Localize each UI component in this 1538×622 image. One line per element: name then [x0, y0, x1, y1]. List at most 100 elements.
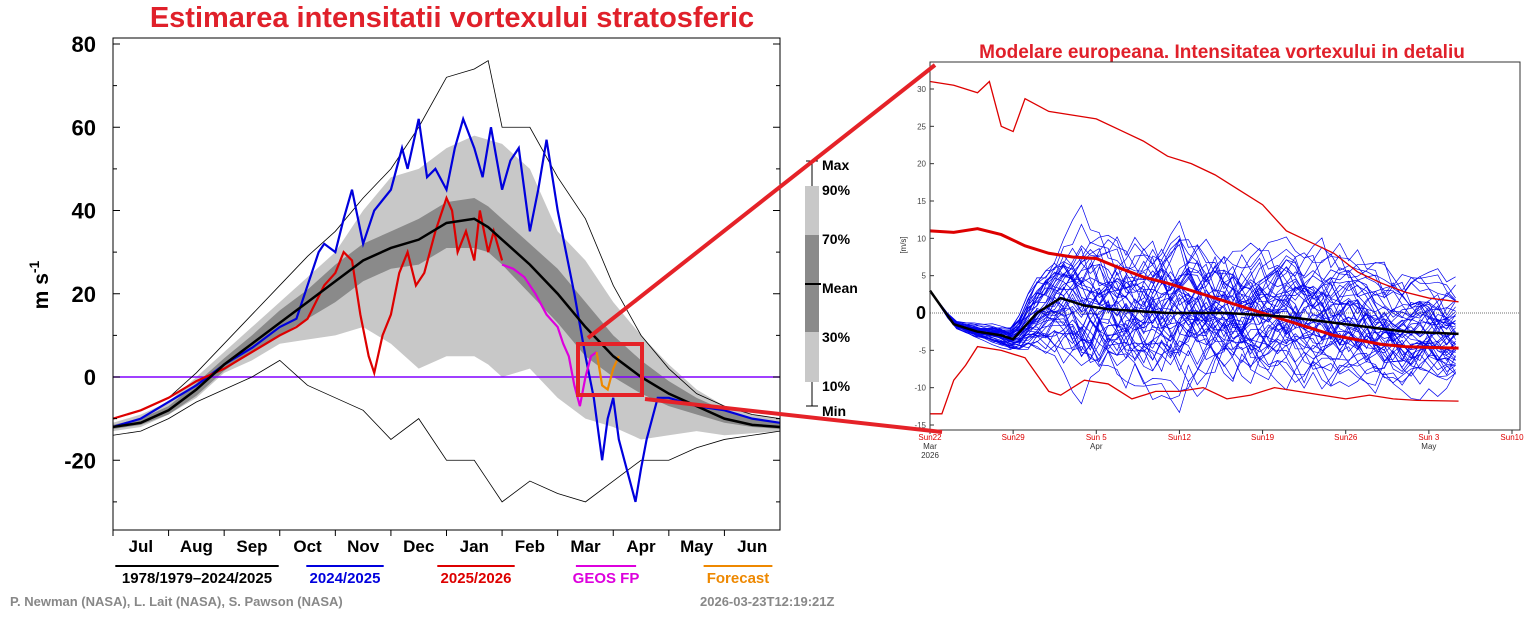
- legend-label: GEOS FP: [573, 570, 640, 587]
- legend: 1978/1979–2024/2025 2024/2025 2025/2026 GEO…: [115, 565, 773, 587]
- y-tick-label: 0: [84, 365, 96, 390]
- x-tick-label: Jun: [737, 537, 767, 556]
- key-label-p90: 90%: [822, 182, 851, 198]
- series-line-2025-2026: [112, 194, 504, 420]
- legend-label: 2024/2025: [310, 570, 381, 587]
- credits-timestamp: 2026-03-23T12:19:21Z: [700, 594, 834, 609]
- ensemble-member-line: [929, 223, 1456, 330]
- ensemble-member-line: [929, 290, 1456, 371]
- legend-label: Forecast: [707, 570, 770, 587]
- x-tick-label: Dec: [403, 537, 434, 556]
- ensemble-member-line: [929, 276, 1456, 352]
- y-tick-label: 80: [72, 32, 96, 57]
- zoom-connector-top: [586, 63, 937, 340]
- series-lines: [112, 60, 781, 503]
- y-tick-label: 15: [917, 197, 926, 206]
- y-tick-label: -20: [64, 448, 96, 473]
- y-axis-label: [m/s]: [899, 236, 908, 253]
- y-axis-label: m s-1: [26, 260, 53, 309]
- svg-text:m s-1: m s-1: [26, 260, 53, 309]
- key-label-min: Min: [822, 403, 846, 419]
- series-lines: [928, 80, 1459, 415]
- ensemble-member-line: [929, 290, 1456, 401]
- x-tick-label: Sun 5: [1086, 433, 1107, 442]
- x-tick-label: Feb: [515, 537, 545, 556]
- line-climate-max: [929, 80, 1459, 303]
- axis-ticks: 80 60 40 20 0 -20 Jul Aug Sep Oct Nov Dec Jan Feb Mar A…: [64, 32, 780, 556]
- y-tick-label: 60: [72, 115, 96, 140]
- x-tick-label: Apr: [626, 537, 656, 556]
- series-line-2024-2025: [112, 115, 781, 503]
- plot-frame: [929, 61, 1521, 431]
- x-tick-label: Aug: [180, 537, 213, 556]
- zero-label: 0: [916, 303, 926, 323]
- detail-chart-title: Modelare europeana. Intensitatea vortexu…: [979, 42, 1465, 63]
- max-line: [112, 60, 781, 420]
- ensemble-members: [929, 204, 1456, 414]
- x-tick-label: Sun26: [1334, 433, 1358, 442]
- y-tick-label: 10: [917, 234, 926, 243]
- y-tick-label: 40: [72, 199, 96, 224]
- line-climate-min: [930, 345, 1459, 415]
- x-tick-label: May: [680, 537, 714, 556]
- y-tick-label: -5: [919, 346, 927, 355]
- x-tick-label: Jul: [129, 537, 154, 556]
- x-tick-label: Sun22: [918, 433, 942, 442]
- key-label-max: Max: [822, 157, 849, 173]
- ensemble-member-line: [929, 289, 1456, 373]
- x-tick-label: Sun10: [1500, 433, 1524, 442]
- ensemble-member-line: [929, 290, 1456, 375]
- x-tick-label: Sun19: [1251, 433, 1275, 442]
- ensemble-member-line: [929, 204, 1456, 332]
- key-label-p30: 30%: [822, 329, 851, 345]
- key-label-p70: 70%: [822, 231, 851, 247]
- ensemble-member-line: [929, 290, 1456, 386]
- line-ensemble-mean: [928, 289, 1459, 341]
- x-tick-sublabel: May: [1421, 442, 1436, 451]
- y-tick-label: 25: [917, 122, 926, 131]
- x-tick-label: Jan: [460, 537, 489, 556]
- ensemble-member-line: [929, 257, 1456, 346]
- y-tick-label: -15: [914, 421, 926, 430]
- vortex-climatology-chart: 80 60 40 20 0 -20 Jul Aug Sep Oct Nov Dec Jan Feb Mar A…: [26, 2, 858, 587]
- series-line-forecast: [595, 351, 620, 392]
- key-label-mean: Mean: [822, 280, 858, 296]
- y-tick-label: 5: [922, 272, 927, 281]
- ensemble-member-line: [929, 290, 1456, 375]
- x-tick-label: Sun29: [1002, 433, 1026, 442]
- x-tick-label: Mar: [570, 537, 601, 556]
- chart-title: Estimarea intensitatii vortexului strato…: [150, 2, 754, 34]
- zoom-connector-bottom: [644, 397, 943, 434]
- ensemble-member-line: [929, 256, 1456, 342]
- band-key: Max 90% 70% Mean 30% 10% Min: [805, 157, 858, 419]
- x-tick-sublabel: Mar: [923, 442, 937, 451]
- percentile-bands: [113, 135, 780, 440]
- y-tick-label: 30: [917, 85, 926, 94]
- y-tick-label: -10: [914, 384, 926, 393]
- x-tick-sublabel: 2026: [921, 451, 939, 460]
- x-tick-sublabel: Apr: [1090, 442, 1103, 451]
- ensemble-member-line: [929, 290, 1456, 368]
- x-tick-label: Sep: [236, 537, 267, 556]
- credits-authors: P. Newman (NASA), L. Lait (NASA), S. Paw…: [10, 594, 343, 609]
- ensemble-member-line: [929, 267, 1456, 387]
- ensemble-member-line: [929, 290, 1456, 376]
- series-line-geos-fp: [501, 263, 598, 407]
- y-tick-label: 20: [72, 282, 96, 307]
- ensemble-member-line: [929, 269, 1456, 353]
- ensemble-member-line: [929, 236, 1456, 333]
- x-tick-label: Sun 3: [1418, 433, 1439, 442]
- legend-label: 2025/2026: [441, 570, 512, 587]
- x-tick-label: Nov: [347, 537, 380, 556]
- zoom-highlight-box: [576, 342, 644, 397]
- x-tick-label: Oct: [293, 537, 322, 556]
- climatology-mean-line: [112, 217, 781, 429]
- legend-label: 1978/1979–2024/2025: [122, 570, 272, 587]
- min-line: [112, 359, 781, 503]
- y-tick-label: 20: [917, 160, 926, 169]
- ecmwf-ensemble-chart: Modelare europeana. Intensitatea vortexu…: [899, 42, 1524, 460]
- x-tick-label: Sun12: [1168, 433, 1192, 442]
- line-climate-mean: [929, 227, 1459, 350]
